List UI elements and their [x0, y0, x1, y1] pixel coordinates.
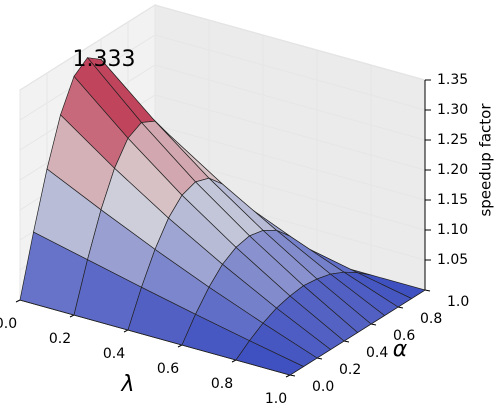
y-tick-label: 1.0	[447, 294, 469, 310]
y-tick-label: 0.6	[393, 328, 415, 344]
z-tick-label: 1.35	[437, 72, 468, 88]
y-tick-label: 0.2	[339, 362, 361, 378]
peak-annotation: 1.333	[73, 47, 136, 72]
x-tick-label: 0.2	[49, 331, 71, 347]
x-tick-label: 0.4	[103, 346, 125, 362]
grid-line	[19, 34, 426, 121]
z-axis-label: speedup factor	[477, 103, 495, 217]
z-tick-label: 1.20	[437, 162, 468, 178]
grid-line	[19, 4, 426, 91]
z-tick-label: 1.05	[437, 252, 468, 268]
x-tick-label: 0.8	[211, 376, 233, 392]
z-tick-label: 1.30	[437, 102, 468, 118]
y-tick-label: 0.0	[312, 379, 334, 395]
x-tick-label: 0.6	[157, 361, 179, 377]
x-tick	[15, 299, 21, 303]
y-tick-label: 0.4	[366, 345, 388, 361]
y-tick-label: 0.8	[420, 311, 442, 327]
z-tick-label: 1.25	[437, 132, 468, 148]
x-tick-label: 0.0	[0, 316, 17, 332]
y-tick	[424, 289, 431, 292]
y-tick	[316, 357, 323, 360]
y-axis-label: α	[393, 337, 408, 362]
x-axis-label: λ	[120, 372, 134, 397]
z-tick-label: 1.10	[437, 222, 468, 238]
y-tick	[397, 306, 404, 309]
y-tick	[370, 323, 377, 326]
surface-patch	[235, 340, 305, 376]
y-tick	[289, 374, 296, 377]
z-tick-label: 1.15	[437, 192, 468, 208]
y-tick	[343, 340, 350, 343]
x-tick-label: 1.0	[265, 391, 287, 407]
